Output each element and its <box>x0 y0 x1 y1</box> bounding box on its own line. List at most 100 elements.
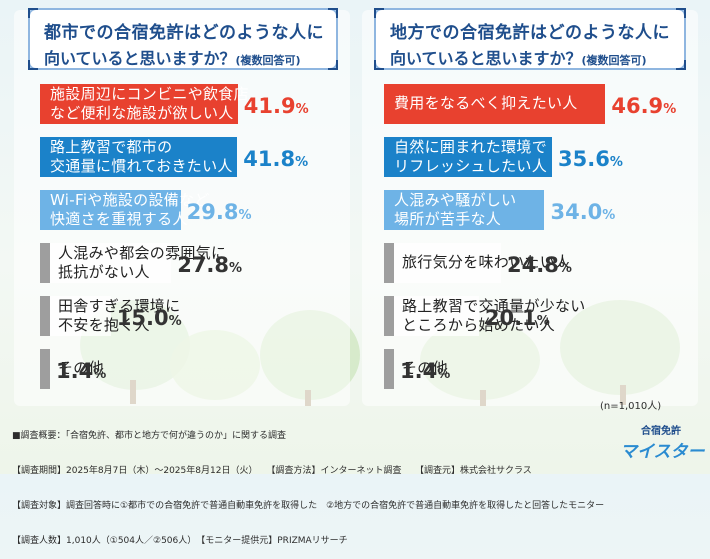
right-bar-label: 自然に囲まれた環境で リフレッシュしたい人 <box>394 138 548 175</box>
right-question-text: 向いていると思いますか？ <box>390 49 582 68</box>
left-value-number: 41.8 <box>243 147 296 171</box>
left-value-number: 1.4 <box>56 359 94 383</box>
right-bar-label: 費用をなるべく抑えたい人 <box>394 94 578 112</box>
left-value-unit: % <box>168 314 182 329</box>
left-bar-label: 路上教習で都市の 交通量に慣れておきたい人 <box>50 138 233 175</box>
sample-size-note: (n=1,010人) <box>600 401 662 412</box>
left-bar-label: 人混みや都会の雰囲気に 抵抗がない人 <box>58 244 227 281</box>
left-bar-label: Wi-Fiや施設の設備など 快適さを重視する人 <box>50 191 210 228</box>
right-value-unit: % <box>609 155 623 170</box>
left-bar <box>40 243 50 283</box>
left-value-unit: % <box>295 102 309 117</box>
right-bar-chart: 費用をなるべく抑えたい人 46.9% 自然に囲まれた環境で リフレッシュしたい人 35… <box>384 84 684 400</box>
left-question-text: 向いていると思いますか？ <box>44 49 236 68</box>
right-value-number: 24.8 <box>507 253 559 277</box>
right-bar-row: 費用をなるべく抑えたい人 46.9% <box>384 84 684 124</box>
left-bar <box>40 349 50 389</box>
corner-mark <box>328 8 338 18</box>
right-value-unit: % <box>663 102 677 117</box>
left-bar-row: その他 1.4% <box>40 349 340 389</box>
right-value-number: 1.4 <box>400 359 438 383</box>
right-value-label: 1.4% <box>400 359 450 383</box>
right-question-box: 地方での合宿免許はどのような人に 向いていると思いますか？(複数回答可) <box>374 8 686 70</box>
right-value-number: 34.0 <box>550 200 603 224</box>
right-value-unit: % <box>602 208 616 223</box>
left-bar <box>40 296 50 336</box>
right-value-label: 34.0% <box>550 200 615 224</box>
right-value-unit: % <box>536 314 550 329</box>
right-bar <box>384 296 394 336</box>
corner-mark <box>374 60 384 70</box>
right-bar-row: 路上教習で交通量が少ない ところから始めたい人 20.1% <box>384 296 684 336</box>
left-value-number: 41.9 <box>243 94 296 118</box>
left-bar-row: 施設周辺にコンビニや飲食店 など便利な施設が欲しい人 41.9% <box>40 84 340 124</box>
right-bar <box>384 243 394 283</box>
logo-main-text: マイスター <box>620 442 705 462</box>
right-value-label: 20.1% <box>485 306 550 330</box>
right-bar-label: 人混みや騒がしい 場所が苦手な人 <box>394 191 517 228</box>
left-question-line2: 向いていると思いますか？(複数回答可) <box>44 45 322 69</box>
footer-line: 【調査人数】1,010人（①504人／②506人） 【モニター提供元】PRIZM… <box>12 535 348 546</box>
left-value-unit: % <box>93 367 107 382</box>
left-value-unit: % <box>229 261 243 276</box>
corner-mark <box>676 8 686 18</box>
left-value-number: 27.8 <box>177 253 230 277</box>
left-bar-row: 田舎すぎる環境に 不安を抱く人 15.0% <box>40 296 340 336</box>
brand-logo: 合宿免許 マイスター <box>620 422 705 466</box>
left-label-band <box>50 296 111 336</box>
right-bar-row: 自然に囲まれた環境で リフレッシュしたい人 35.6% <box>384 137 684 177</box>
left-label-band <box>50 243 172 283</box>
right-value-number: 20.1 <box>484 306 537 330</box>
left-bar <box>40 137 238 177</box>
right-value-label: 46.9% <box>611 94 676 118</box>
right-value-unit: % <box>558 261 572 276</box>
corner-mark <box>28 60 38 70</box>
right-value-label: 24.8% <box>507 253 572 277</box>
right-question-note: (複数回答可) <box>581 54 647 67</box>
left-value-label: 15.0% <box>117 306 182 330</box>
left-bar-row: 人混みや都会の雰囲気に 抵抗がない人 27.8% <box>40 243 340 283</box>
corner-mark <box>676 60 686 70</box>
right-bar-row: 人混みや騒がしい 場所が苦手な人 34.0% <box>384 190 684 230</box>
right-value-number: 46.9 <box>611 94 664 118</box>
left-question-line1: 都市での合宿免許はどのような人に <box>44 23 324 43</box>
right-bar-row: 旅行気分を味わいたい人 24.8% <box>384 243 684 283</box>
left-value-label: 41.8% <box>243 147 308 171</box>
left-bar-label: その他 <box>58 359 104 377</box>
footer-line: 【調査期間】2025年8月7日（木）〜2025年8月12日（火） 【調査方法】イ… <box>12 465 532 476</box>
left-value-label: 41.9% <box>244 94 309 118</box>
left-question-note: (複数回答可) <box>235 54 301 67</box>
left-value-unit: % <box>238 208 252 223</box>
right-bar-label: 旅行気分を味わいたい人 <box>402 253 571 271</box>
left-value-number: 29.8 <box>186 200 239 224</box>
right-label-band <box>394 296 479 336</box>
left-value-label: 29.8% <box>187 200 252 224</box>
right-bar-row: その他 1.4% <box>384 349 684 389</box>
left-bar <box>40 84 238 124</box>
right-value-number: 35.6 <box>558 147 610 171</box>
right-value-label: 35.6% <box>558 147 623 171</box>
corner-mark <box>374 8 384 18</box>
right-bar <box>384 349 394 389</box>
right-value-unit: % <box>437 367 451 382</box>
footer-line: 【調査対象】調査回答時に①都市での合宿免許で普通自動車免許を取得した ②地方での… <box>12 500 605 511</box>
survey-footer: ■調査概要：「合宿免許、都市と地方で何が違うのか」に関する調査 【調査期間】20… <box>12 408 612 559</box>
right-bar <box>384 137 553 177</box>
left-value-label: 27.8% <box>177 253 242 277</box>
left-value-number: 15.0 <box>116 306 169 330</box>
logo-top-text: 合宿免許 <box>641 426 681 437</box>
left-bar-label: 施設周辺にコンビニや飲食店 など便利な施設が欲しい人 <box>50 85 249 122</box>
corner-mark <box>328 60 338 70</box>
left-question-box: 都市での合宿免許はどのような人に 向いていると思いますか？(複数回答可) <box>28 8 338 70</box>
right-question-line1: 地方での合宿免許はどのような人に <box>390 23 670 43</box>
corner-mark <box>28 8 38 18</box>
right-bar <box>384 190 545 230</box>
left-value-unit: % <box>295 155 309 170</box>
right-bar-label: 路上教習で交通量が少ない ところから始めたい人 <box>402 297 586 334</box>
right-question-line2: 向いていると思いますか？(複数回答可) <box>390 45 670 69</box>
right-label-band <box>394 243 502 283</box>
left-bar-row: Wi-Fiや施設の設備など 快適さを重視する人 29.8% <box>40 190 340 230</box>
footer-line: ■調査概要：「合宿免許、都市と地方で何が違うのか」に関する調査 <box>12 431 287 442</box>
left-bar-chart: 施設周辺にコンビニや飲食店 など便利な施設が欲しい人 41.9% 路上教習で都市の … <box>40 84 340 400</box>
left-bar-row: 路上教習で都市の 交通量に慣れておきたい人 41.8% <box>40 137 340 177</box>
